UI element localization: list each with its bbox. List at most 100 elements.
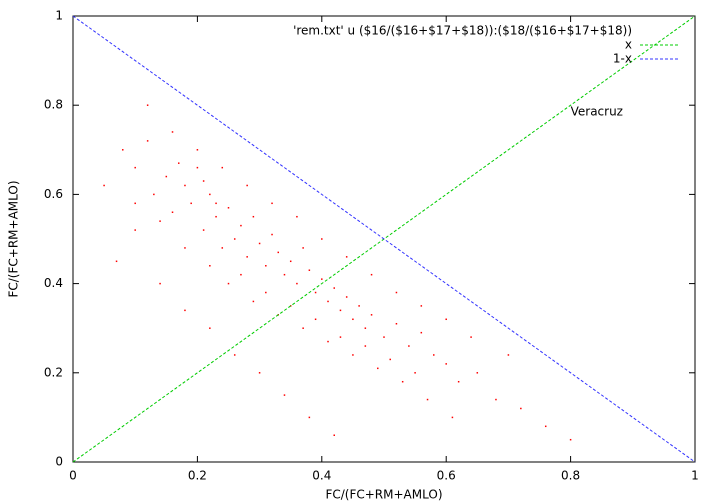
y-tick-label: 0.8 bbox=[44, 98, 63, 112]
scatter-point bbox=[227, 282, 230, 285]
scatter-point bbox=[159, 220, 161, 222]
scatter-point bbox=[495, 398, 497, 401]
y-tick-label: 0.6 bbox=[44, 187, 63, 201]
scatter-point bbox=[184, 184, 186, 187]
scatter-point bbox=[433, 354, 435, 356]
scatter-point bbox=[233, 238, 236, 240]
plot-frame bbox=[72, 15, 696, 463]
scatter-point bbox=[122, 149, 124, 151]
scatter-point bbox=[115, 260, 118, 263]
scatter-point bbox=[209, 327, 211, 329]
scatter-point bbox=[265, 291, 267, 294]
scatter-point bbox=[196, 149, 199, 151]
scatter-point bbox=[252, 300, 255, 303]
scatter-point bbox=[352, 318, 354, 321]
scatter-point bbox=[196, 166, 199, 169]
scatter-point bbox=[240, 224, 242, 227]
x-tick-label: 0 bbox=[69, 469, 77, 483]
x-tick-label: 0.4 bbox=[312, 469, 331, 483]
scatter-point bbox=[215, 215, 217, 218]
x-tick-label: 0.8 bbox=[561, 469, 580, 483]
scatter-point bbox=[370, 314, 373, 316]
scatter-point bbox=[271, 202, 273, 205]
scatter-point bbox=[470, 336, 472, 338]
scatter-point bbox=[345, 256, 348, 258]
scatter-point bbox=[321, 238, 323, 240]
scatter-point bbox=[184, 247, 186, 249]
scatter-point bbox=[339, 336, 342, 338]
scatter-point bbox=[296, 282, 298, 285]
x-tick-label: 0.2 bbox=[188, 469, 207, 483]
scatter-point bbox=[171, 131, 174, 133]
scatter-point bbox=[283, 273, 286, 276]
y-tick-label: 0 bbox=[55, 455, 63, 469]
scatter-point bbox=[209, 193, 211, 196]
y-axis-label: FC/(FC+RM+AMLO) bbox=[7, 180, 21, 297]
legend-label: 1-x bbox=[613, 52, 632, 66]
scatter-point bbox=[327, 340, 329, 343]
scatter-point bbox=[221, 166, 224, 169]
function-line bbox=[72, 15, 696, 463]
scatter-point bbox=[389, 358, 391, 361]
scatter-point bbox=[171, 211, 174, 213]
scatter-point bbox=[134, 229, 136, 231]
scatter-point bbox=[302, 247, 304, 249]
x-tick-label: 0.6 bbox=[437, 469, 456, 483]
scatter-point bbox=[451, 416, 454, 419]
scatter-point bbox=[395, 322, 398, 325]
scatter-point bbox=[296, 215, 298, 218]
scatter-point bbox=[308, 269, 311, 271]
scatter-point bbox=[271, 233, 273, 236]
scatter-point bbox=[377, 367, 379, 370]
scatter-point bbox=[370, 273, 373, 276]
legend-label: x bbox=[625, 38, 632, 52]
scatter-point bbox=[202, 229, 205, 231]
scatter-point bbox=[420, 305, 423, 307]
scatter-point bbox=[383, 336, 385, 338]
scatter-point bbox=[134, 166, 136, 169]
scatter-point bbox=[457, 380, 460, 383]
scatter-point bbox=[146, 104, 149, 106]
scatter-point bbox=[177, 162, 180, 164]
scatter-point bbox=[333, 287, 335, 289]
scatter-point bbox=[233, 354, 236, 356]
scatter-point bbox=[395, 291, 398, 294]
scatter-point bbox=[327, 300, 329, 303]
scatter-point bbox=[345, 296, 348, 298]
x-axis-label: FC/(FC+RM+AMLO) bbox=[325, 488, 442, 502]
scatter-point bbox=[445, 318, 447, 321]
scatter-point bbox=[159, 282, 161, 285]
scatter-point bbox=[321, 278, 323, 280]
scatter-point bbox=[265, 265, 267, 267]
scatter-point bbox=[314, 318, 317, 321]
scatter-point bbox=[408, 345, 410, 347]
scatter-point bbox=[227, 207, 230, 209]
scatter-point bbox=[544, 425, 547, 428]
scatter-point bbox=[252, 215, 255, 218]
scatter-point bbox=[420, 331, 423, 334]
scatter-point bbox=[209, 265, 211, 267]
scatter-point bbox=[364, 345, 367, 347]
scatter-point bbox=[364, 327, 367, 329]
y-tick-label: 1 bbox=[55, 9, 63, 23]
scatter-point bbox=[246, 184, 248, 187]
scatter-point bbox=[520, 407, 522, 410]
scatter-point bbox=[190, 202, 192, 205]
scatter-point bbox=[215, 202, 217, 205]
scatter-point bbox=[165, 175, 168, 178]
scatter-point bbox=[134, 202, 136, 205]
scatter-point bbox=[308, 416, 311, 419]
scatter-point bbox=[221, 247, 224, 249]
scatter-point bbox=[289, 260, 292, 263]
scatter-point bbox=[302, 327, 304, 329]
scatter-point bbox=[103, 184, 105, 187]
scatter-point bbox=[202, 180, 205, 182]
scatter-point bbox=[507, 354, 510, 356]
scatter-point bbox=[283, 394, 286, 396]
x-tick-label: 1 bbox=[691, 469, 699, 483]
legend-label: 'rem.txt' u ($16/($16+$17+$18)):($18/($1… bbox=[293, 24, 632, 38]
scatter-point bbox=[258, 242, 261, 245]
scatter-point bbox=[401, 380, 404, 383]
annotation: Veracruz bbox=[571, 105, 623, 119]
